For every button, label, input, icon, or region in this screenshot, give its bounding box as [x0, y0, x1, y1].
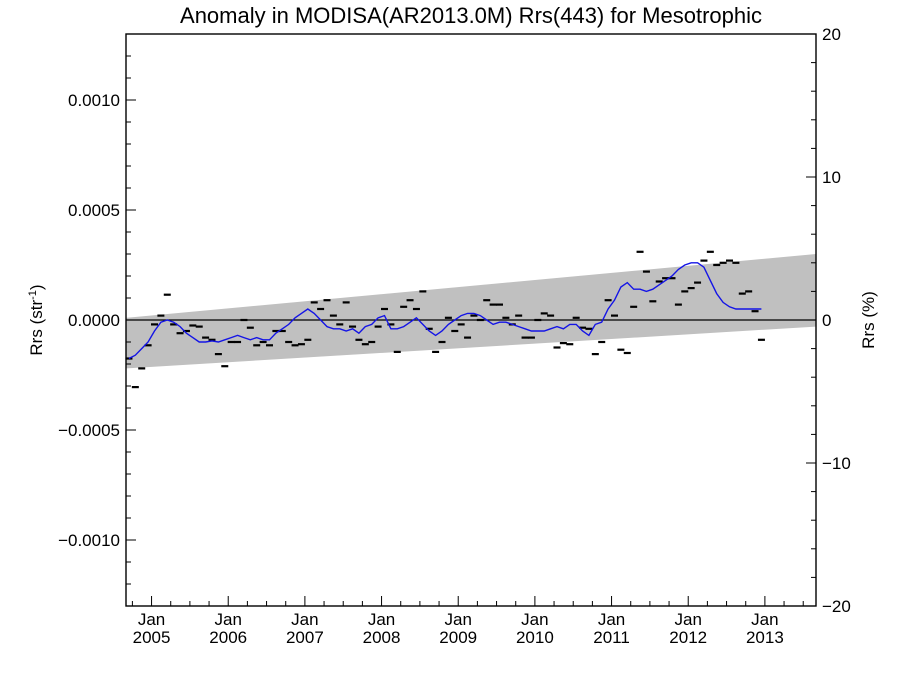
y-tick-label: 0.0010 — [68, 91, 120, 110]
x-tick-year-label: 2013 — [746, 628, 784, 647]
y-right-tick-label: 0 — [822, 311, 831, 330]
x-tick-month-label: Jan — [138, 610, 165, 629]
confidence-band — [126, 254, 816, 369]
band-area — [126, 254, 816, 369]
smoothed-line — [128, 262, 762, 360]
y-right-tick-label: −20 — [822, 597, 851, 616]
y-tick-label: 0.0005 — [68, 201, 120, 220]
chart-title: Anomaly in MODISA(AR2013.0M) Rrs(443) fo… — [180, 3, 762, 28]
axes: 0.00100.00050.0000−0.0005−0.001020100−10… — [58, 25, 851, 647]
y-right-tick-label: −10 — [822, 454, 851, 473]
x-tick-month-label: Jan — [675, 610, 702, 629]
x-tick-month-label: Jan — [368, 610, 395, 629]
x-tick-year-label: 2009 — [439, 628, 477, 647]
y-axis-label: Rrs (str-1) — [27, 284, 46, 355]
y-tick-label: −0.0005 — [58, 421, 120, 440]
smoothed-series-line — [128, 262, 762, 360]
x-tick-year-label: 2005 — [133, 628, 171, 647]
x-tick-month-label: Jan — [445, 610, 472, 629]
x-tick-month-label: Jan — [751, 610, 778, 629]
x-tick-month-label: Jan — [521, 610, 548, 629]
x-tick-year-label: 2012 — [669, 628, 707, 647]
y-right-tick-label: 10 — [822, 168, 841, 187]
y-axis-label-main: Rrs (str — [27, 300, 46, 356]
y-axis-label-sup: -1 — [27, 290, 39, 300]
y-axis-label-close: ) — [27, 284, 46, 290]
x-tick-year-label: 2008 — [363, 628, 401, 647]
x-tick-month-label: Jan — [291, 610, 318, 629]
x-tick-year-label: 2010 — [516, 628, 554, 647]
y-tick-label: −0.0010 — [58, 531, 120, 550]
x-tick-month-label: Jan — [598, 610, 625, 629]
x-tick-month-label: Jan — [215, 610, 242, 629]
x-tick-year-label: 2011 — [593, 628, 630, 647]
x-tick-year-label: 2006 — [209, 628, 247, 647]
x-tick-year-label: 2007 — [286, 628, 324, 647]
y-axis-right-label: Rrs (%) — [859, 291, 878, 349]
data-markers — [125, 250, 765, 389]
y-tick-label: 0.0000 — [68, 311, 120, 330]
y-right-tick-label: 20 — [822, 25, 841, 44]
